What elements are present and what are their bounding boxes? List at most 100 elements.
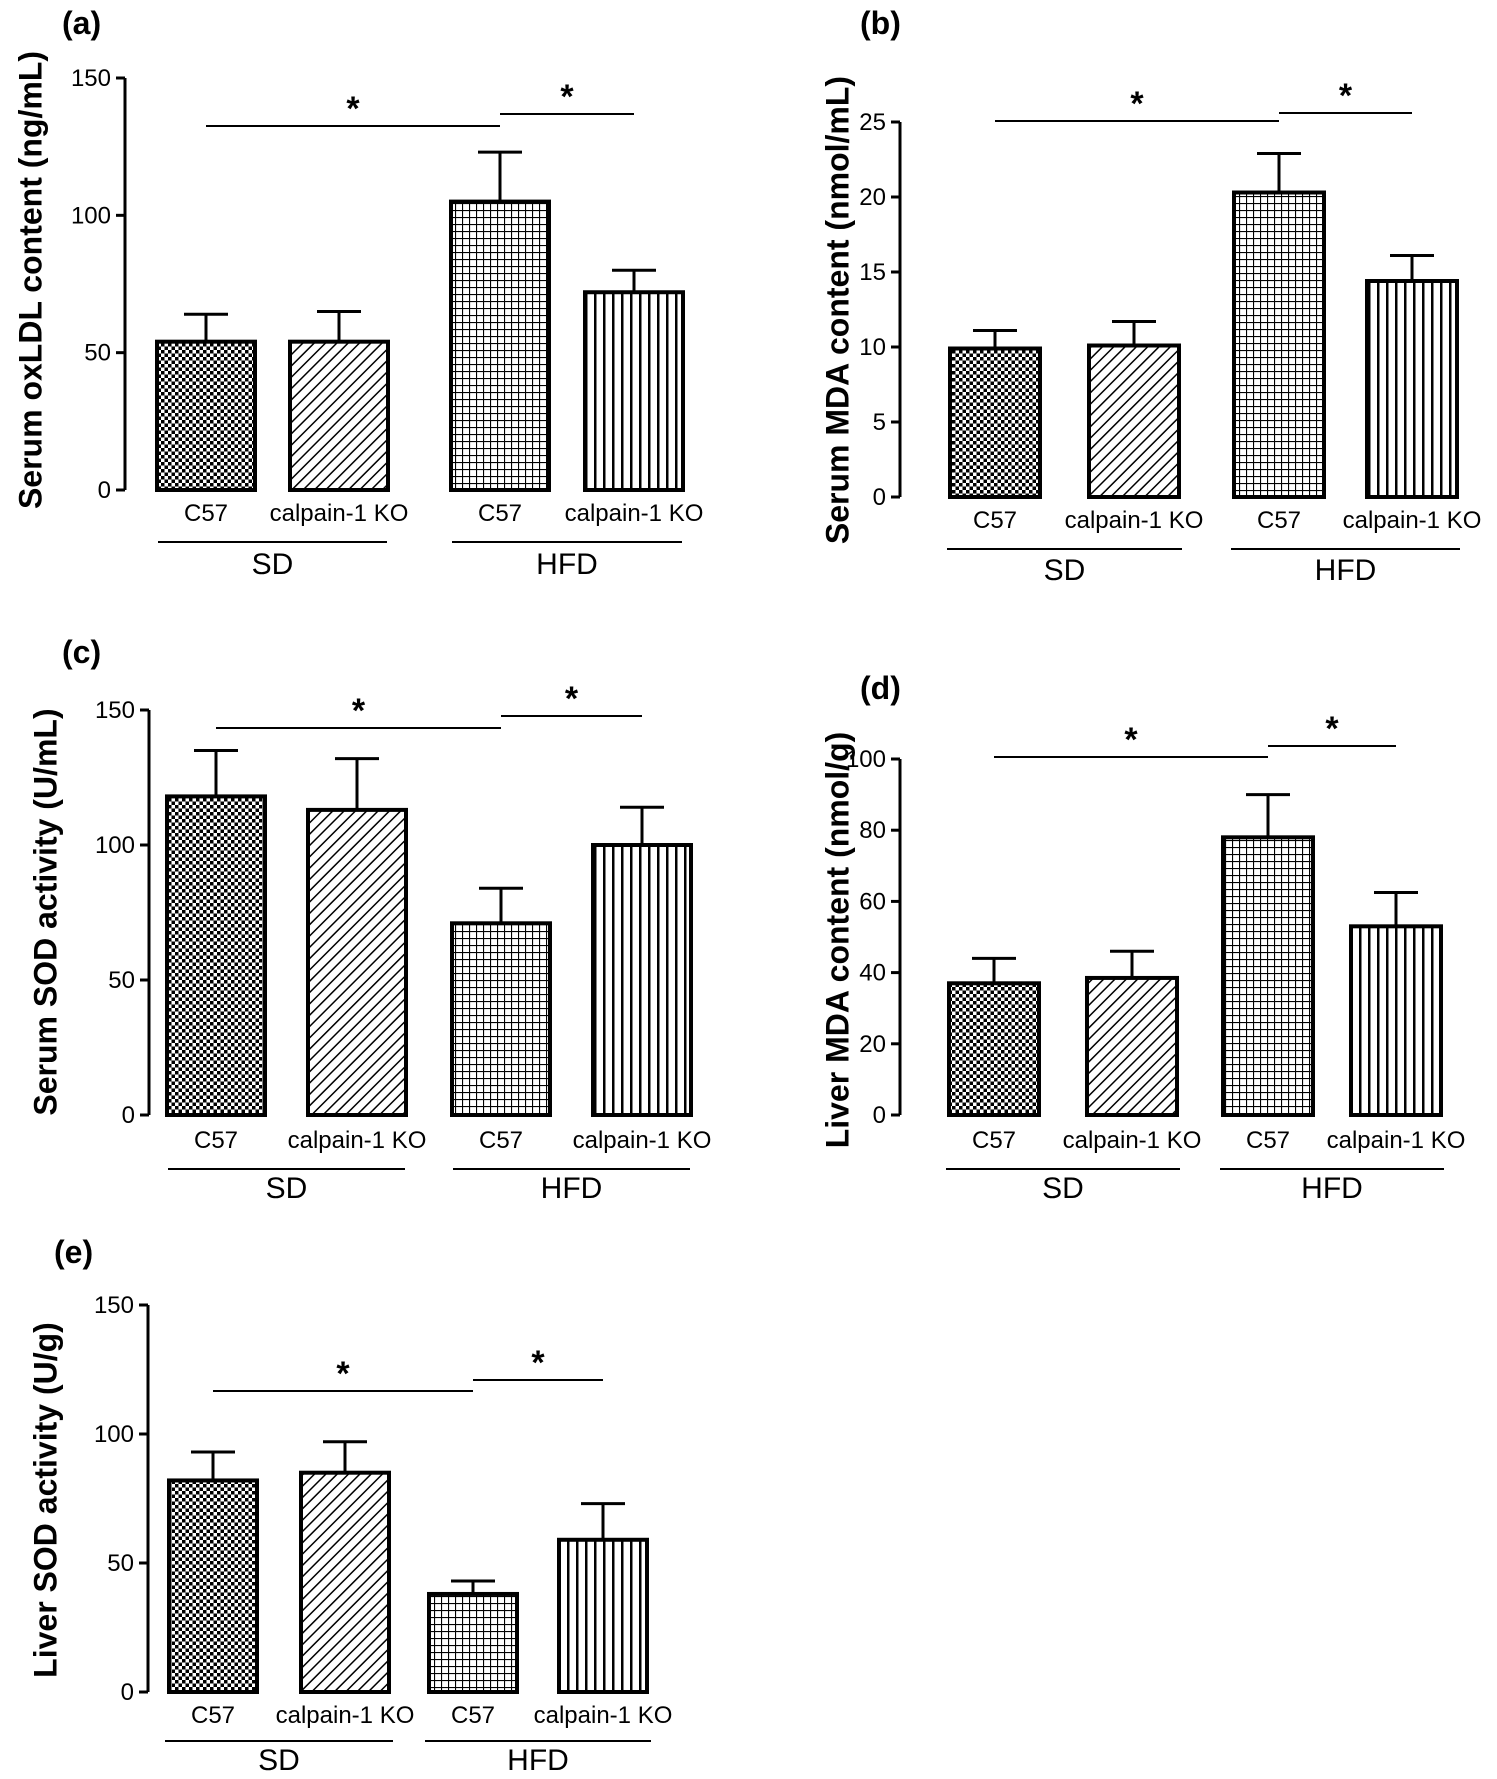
group-label: HFD (541, 1172, 603, 1205)
chart-panel-c: (c) Serum SOD activity (U/mL) 0 50 100 150 C57… (27, 634, 711, 1205)
x-category-label: C57 (191, 1702, 235, 1729)
x-category-label: calpain-1 KO (270, 500, 409, 527)
x-category-label: C57 (1257, 507, 1301, 534)
y-tick-label: 50 (107, 1550, 134, 1577)
group-label: SD (1042, 1172, 1084, 1205)
y-tick-label: 100 (71, 202, 111, 229)
x-category-label: C57 (1246, 1127, 1290, 1154)
y-tick-label: 20 (859, 184, 886, 211)
x-category-label: calpain-1 KO (534, 1702, 673, 1729)
chart-panel-d: (d)Liver MDA content (nmol/g) 0 20 40 60 80 10… (819, 670, 1465, 1205)
y-tick-label: 100 (94, 1421, 134, 1448)
panel-letter: (d) (860, 670, 901, 706)
group-label: SD (266, 1172, 308, 1205)
y-axis-label: Serum MDA content (nmol/mL) (819, 76, 855, 544)
x-category-label: calpain-1 KO (573, 1127, 712, 1154)
y-axis-label: Serum SOD activity (U/mL) (27, 708, 63, 1115)
significance-star: * (346, 90, 360, 128)
group-label: HFD (507, 1744, 569, 1777)
group-label: SD (252, 548, 294, 581)
y-tick-label: 5 (873, 409, 886, 436)
x-category-label: C57 (973, 507, 1017, 534)
bar (306, 807, 408, 1118)
x-category-label: calpain-1 KO (565, 500, 704, 527)
y-tick-label: 40 (859, 960, 886, 987)
significance-star: * (1130, 85, 1144, 123)
significance-star: * (560, 78, 574, 116)
bar (1349, 924, 1443, 1117)
y-tick-label: 100 (846, 746, 886, 773)
x-category-label: calpain-1 KO (1065, 507, 1204, 534)
x-category-label: C57 (478, 500, 522, 527)
y-tick-label: 15 (859, 259, 886, 286)
bar (583, 290, 685, 492)
x-category-label: C57 (451, 1702, 495, 1729)
chart-panels: (a)Serum oxLDL content (ng/mL) 050100150C… (12, 5, 1481, 1777)
x-category-label: calpain-1 KO (1063, 1127, 1202, 1154)
panel-letter: (b) (860, 5, 901, 41)
chart-panel-a: (a) Serum oxLDL content (ng/mL) 0 50 100 150 C… (12, 5, 703, 581)
group-label: HFD (1301, 1172, 1363, 1205)
x-category-label: C57 (972, 1127, 1016, 1154)
bar (1087, 343, 1181, 499)
x-category-label: calpain-1 KO (1343, 507, 1482, 534)
group-label: SD (1044, 554, 1086, 587)
bar (155, 339, 257, 492)
y-axis-label: Liver SOD activity (U/g) (27, 1322, 63, 1678)
bar (167, 1478, 259, 1694)
x-category-label: calpain-1 KO (288, 1127, 427, 1154)
bar (1085, 975, 1179, 1117)
significance-star: * (1339, 77, 1353, 115)
y-tick-label: 0 (873, 484, 886, 511)
y-tick-label: 150 (71, 65, 111, 92)
bar (1221, 835, 1315, 1117)
panel-letter: (e) (54, 1234, 93, 1270)
x-category-label: calpain-1 KO (1327, 1127, 1466, 1154)
significance-star: * (336, 1355, 350, 1393)
x-category-label: calpain-1 KO (276, 1702, 415, 1729)
y-tick-label: 0 (873, 1102, 886, 1129)
y-tick-label: 50 (108, 967, 135, 994)
bar (449, 199, 551, 492)
bar (165, 794, 267, 1118)
bar (947, 981, 1041, 1118)
group-label: SD (258, 1744, 300, 1777)
y-tick-label: 25 (859, 109, 886, 136)
y-axis-label: Serum oxLDL content (ng/mL) (12, 51, 48, 509)
y-tick-label: 80 (859, 817, 886, 844)
panel-letter: (c) (62, 634, 101, 670)
x-category-label: C57 (479, 1127, 523, 1154)
y-tick-label: 20 (859, 1031, 886, 1058)
y-tick-label: 0 (121, 1679, 134, 1706)
significance-star: * (1325, 710, 1339, 748)
x-category-label: C57 (184, 500, 228, 527)
y-tick-label: 100 (95, 832, 135, 859)
panel-letter: (a) (62, 5, 101, 41)
y-tick-label: 50 (84, 340, 111, 367)
chart-panel-e: (e) Liver SOD activity (U/g) 0 50 100 150 C57 c… (27, 1234, 672, 1777)
significance-star: * (1124, 721, 1138, 759)
significance-star: * (531, 1344, 545, 1382)
bar (450, 921, 552, 1117)
bar (557, 1537, 649, 1695)
y-tick-label: 60 (859, 888, 886, 915)
bar (948, 346, 1042, 499)
significance-star: * (565, 680, 579, 718)
y-tick-label: 10 (859, 334, 886, 361)
y-tick-label: 0 (98, 477, 111, 504)
y-tick-label: 150 (94, 1292, 134, 1319)
y-axis-label: Liver MDA content (nmol/g) (819, 732, 855, 1149)
y-tick-label: 0 (122, 1102, 135, 1129)
group-label: HFD (1315, 554, 1377, 587)
bar (299, 1470, 391, 1694)
bar (427, 1591, 519, 1694)
y-tick-label: 150 (95, 697, 135, 724)
bar (591, 843, 693, 1117)
bar (1232, 190, 1326, 499)
x-category-label: C57 (194, 1127, 238, 1154)
chart-panel-b: (b)Serum MDA content (nmol/mL) 0 5 10 15 20 25… (819, 5, 1481, 587)
bar (1365, 279, 1459, 499)
significance-star: * (352, 692, 366, 730)
group-label: HFD (536, 548, 598, 581)
